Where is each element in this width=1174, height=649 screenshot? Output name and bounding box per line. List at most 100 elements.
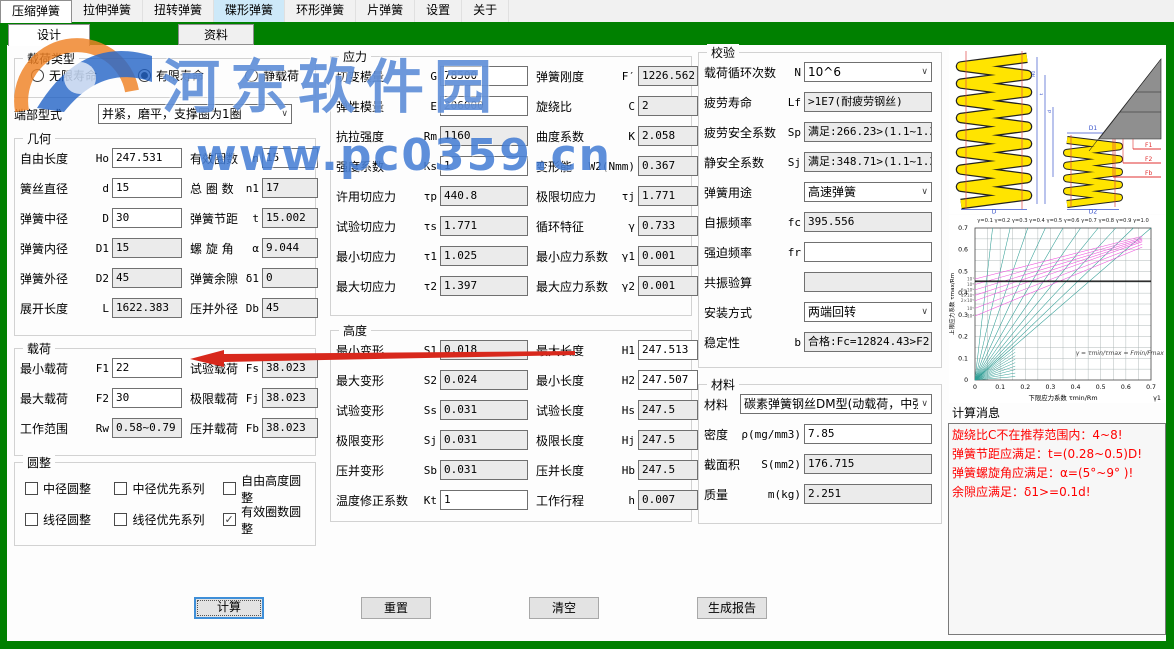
end-type-select[interactable]: 并紧，磨平，支撑圈为1圈 ∨: [98, 104, 292, 124]
field-Hb: 压并长度 Hb 247.5: [536, 460, 698, 480]
taup-label: 许用切应力: [336, 189, 397, 204]
generate-report-button[interactable]: 生成报告: [697, 597, 767, 619]
checkbox-coils-round[interactable]: 有效圈数圆整: [223, 503, 311, 537]
d-input[interactable]: 15: [112, 178, 182, 198]
Ho-input[interactable]: 247.531: [112, 148, 182, 168]
field-b: 稳定性 b 合格:Fc=12824.43>F2: [704, 332, 932, 352]
material-select[interactable]: 碳素弹簧钢丝DM型(动载荷，中强 ∨: [740, 394, 932, 414]
gammamin-input: 0.001: [638, 246, 698, 266]
Hj-symbol: Hj: [621, 433, 635, 447]
field-Sp: 疲劳安全系数 Sp 满足:266.23>(1.1~1.3): [704, 122, 932, 142]
svg-text:F1: F1: [1145, 142, 1152, 149]
svg-text:H0: H0: [1031, 71, 1037, 77]
Ks-input[interactable]: 1: [440, 156, 528, 176]
m-label: 质量: [704, 487, 729, 502]
H2-input[interactable]: 247.507: [638, 370, 698, 390]
Fb-input: 38.023: [262, 418, 318, 438]
F2-input[interactable]: 30: [112, 388, 182, 408]
G-symbol: G: [430, 69, 437, 83]
gammamax-input: 0.001: [638, 276, 698, 296]
H1-input[interactable]: 247.513: [638, 340, 698, 360]
tab-compression[interactable]: 压缩弹簧: [0, 0, 73, 23]
field-row: 弹簧中径 D 30 弹簧节距 t 15.002: [20, 203, 318, 233]
tab-about[interactable]: 关于: [462, 0, 510, 22]
Sjs-label: 静安全系数: [704, 155, 765, 170]
chevron-down-icon: ∨: [921, 306, 928, 317]
field-install: 安装方式 两端回转 ∨: [704, 302, 932, 322]
checkbox-wire-dia-round[interactable]: 线径圆整: [25, 511, 114, 528]
message-line: 弹簧螺旋角应满足：α=(5°~9° )!: [952, 466, 1134, 480]
fr-input[interactable]: [804, 242, 932, 262]
n-label: 有效圈数: [190, 151, 239, 166]
G-input[interactable]: 78500: [440, 66, 528, 86]
tab-extension[interactable]: 拉伸弹簧: [72, 0, 144, 22]
tab-ring[interactable]: 环形弹簧: [285, 0, 357, 22]
tab-settings[interactable]: 设置: [415, 0, 463, 22]
field-label-pair: 截面积 S(mm2): [704, 456, 804, 473]
field-S: 截面积 S(mm2) 176.715: [704, 454, 932, 474]
checkbox-mid-dia-round[interactable]: 中径圆整: [25, 480, 114, 497]
field-Rw: 工作范围 Rw 0.58~0.79: [20, 418, 182, 438]
d-symbol: d: [102, 181, 109, 195]
calculate-button[interactable]: 计算: [194, 597, 264, 619]
field-row: 最大载荷 F2 30 极限载荷 Fj 38.023: [20, 383, 318, 413]
tab-torsion[interactable]: 扭转弹簧: [143, 0, 215, 22]
delta1-label: 弹簧余隙: [190, 271, 239, 286]
checkbox-icon: [114, 482, 128, 495]
field-label-pair: 疲劳寿命 Lf: [704, 94, 804, 111]
reset-button[interactable]: 重置: [361, 597, 431, 619]
D-input[interactable]: 30: [112, 208, 182, 228]
Fj-symbol: Fj: [245, 391, 259, 405]
Fprime-label: 弹簧刚度: [536, 69, 585, 84]
radio-infinite-life[interactable]: 无限寿命: [31, 67, 97, 84]
field-label-pair: 有效圈数 n: [190, 150, 262, 167]
field-label-pair: 极限长度 Hj: [536, 432, 638, 449]
N-label: 载荷循环次数: [704, 65, 777, 80]
n1-symbol: n1: [245, 181, 259, 195]
rho-input[interactable]: 7.85: [804, 424, 932, 444]
field-row: 许用切应力 τp 440.8 极限切应力 τj 1.771: [336, 181, 698, 211]
svg-text:t: t: [1039, 93, 1045, 95]
field-row: 最小变形 S1 0.018 最大长度 H1 247.513: [336, 335, 698, 365]
field-row: 抗拉强度 Rm 1160 曲度系数 K 2.058: [336, 121, 698, 151]
use-select[interactable]: 高速弹簧 ∨: [804, 182, 932, 202]
svg-text:0: 0: [964, 377, 968, 384]
field-row: 材料 碳素弹簧钢丝DM型(动载荷，中强 ∨: [704, 389, 936, 419]
tab-disc[interactable]: 碟形弹簧: [214, 0, 286, 22]
n-input[interactable]: 15: [262, 148, 318, 168]
field-label-pair: 工作行程 h: [536, 492, 638, 509]
E-input[interactable]: 206000: [440, 96, 528, 116]
checkbox-wire-dia-series[interactable]: 线径优先系列: [114, 511, 223, 528]
S2-symbol: S2: [423, 373, 437, 387]
svg-text:0.2: 0.2: [1020, 384, 1030, 391]
subtab-design[interactable]: 设计: [8, 24, 90, 46]
load-group: 载荷 最小载荷 F1 22 试验载荷 Fs 38.023 最大载荷 F2 30 极限载荷 Fj 38.…: [14, 340, 318, 456]
Fs-label: 试验载荷: [190, 361, 239, 376]
field-label-pair: 最小长度 H2: [536, 372, 638, 389]
N-select[interactable]: 10^6 ∨: [804, 62, 932, 82]
field-row: 极限变形 Sj 0.031 极限长度 Hj 247.5: [336, 425, 698, 455]
Hs-label: 试验长度: [536, 403, 585, 418]
material-label: 材料: [704, 397, 729, 412]
field-row: 安装方式 两端回转 ∨: [704, 297, 936, 327]
K-symbol: K: [628, 129, 635, 143]
checkbox-free-len-round[interactable]: 自由高度圆整: [223, 472, 311, 506]
radio-static-load[interactable]: 静载荷: [244, 67, 299, 84]
field-Rm: 抗拉强度 Rm 1160: [336, 126, 528, 146]
svg-text:γ=0.1 γ=0.2 γ=0.3 γ=0.4 γ=0.5: γ=0.1 γ=0.2 γ=0.3 γ=0.4 γ=0.5 γ=0.6 γ=0.…: [977, 218, 1149, 224]
subtab-data[interactable]: 资料: [178, 24, 254, 45]
field-row: 切变模量 G 78500 弹簧刚度 F′ 1226.562: [336, 61, 698, 91]
checkbox-mid-dia-series[interactable]: 中径优先系列: [114, 480, 223, 497]
field-row: 强迫频率 fr: [704, 237, 936, 267]
svg-text:0.1: 0.1: [995, 384, 1005, 391]
field-row: 共振验算: [704, 267, 936, 297]
field-label-pair: 共振验算: [704, 274, 804, 291]
F1-input[interactable]: 22: [112, 358, 182, 378]
field-row: 弹簧内径 D1 15 螺 旋 角 α 9.044: [20, 233, 318, 263]
n1-input: 17: [262, 178, 318, 198]
Kt-input[interactable]: 1: [440, 490, 528, 510]
install-select[interactable]: 两端回转 ∨: [804, 302, 932, 322]
tab-leaf[interactable]: 片弹簧: [356, 0, 416, 22]
clear-button[interactable]: 清空: [529, 597, 599, 619]
radio-finite-life[interactable]: 有限寿命: [137, 67, 204, 84]
